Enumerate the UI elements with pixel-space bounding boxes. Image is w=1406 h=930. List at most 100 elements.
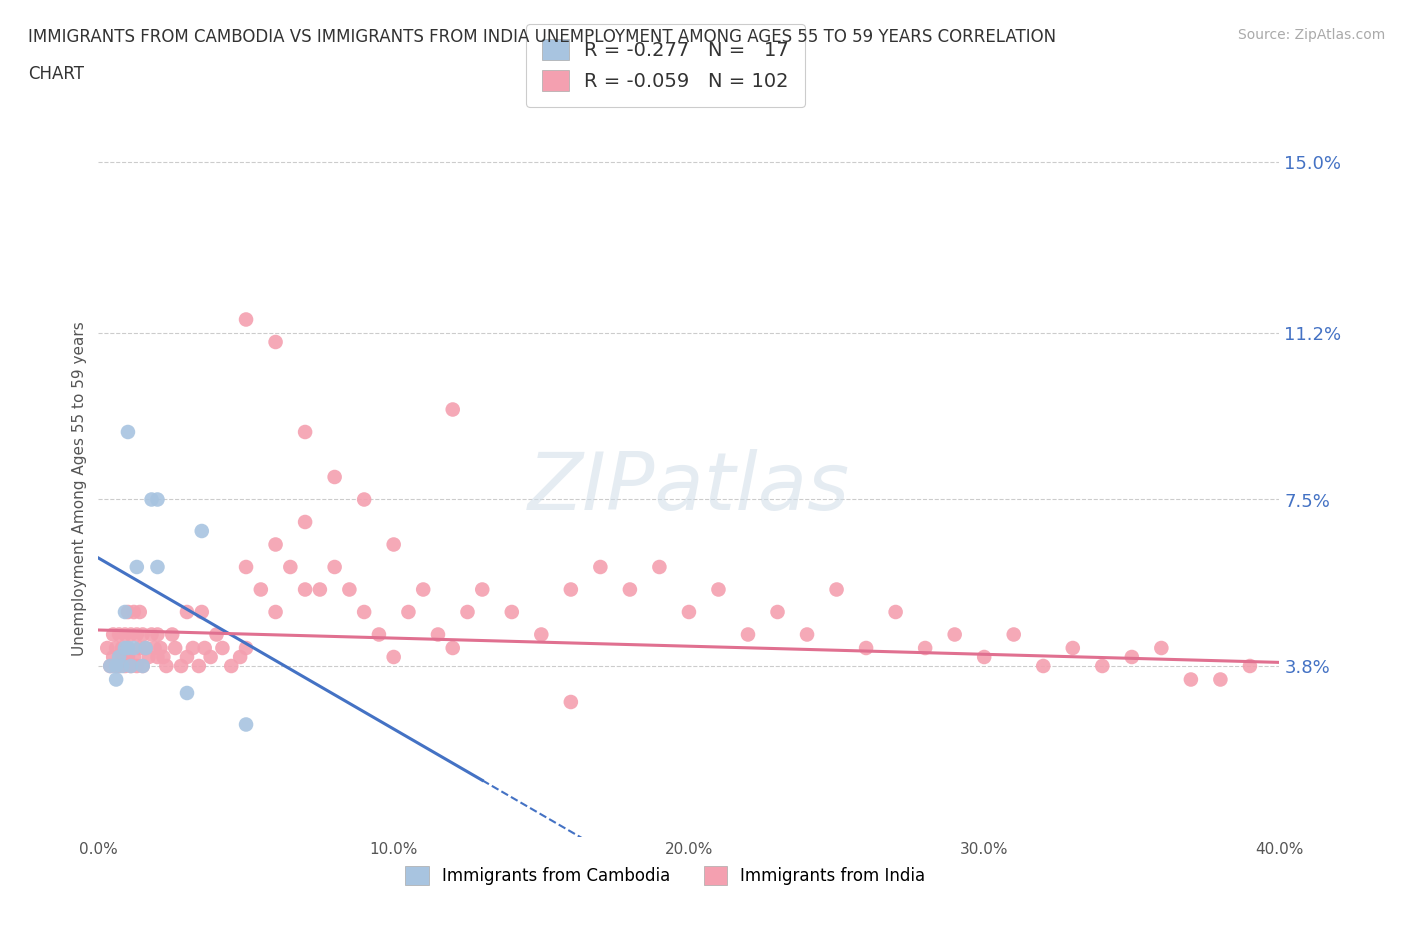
Point <box>149 641 172 656</box>
Point <box>125 560 148 575</box>
Point <box>1091 658 1114 673</box>
Point <box>707 582 730 597</box>
Point <box>135 641 157 656</box>
Point <box>457 604 479 619</box>
Point <box>221 658 243 673</box>
Point <box>138 649 160 664</box>
Point <box>427 627 450 642</box>
Point <box>200 649 222 664</box>
Point <box>132 658 155 673</box>
Point <box>560 695 582 710</box>
Text: ZIPatlas: ZIPatlas <box>527 449 851 527</box>
Point <box>141 492 163 507</box>
Point <box>211 641 233 656</box>
Point <box>176 649 198 664</box>
Point <box>187 658 209 673</box>
Point <box>191 604 214 619</box>
Point <box>155 658 177 673</box>
Point <box>132 658 155 673</box>
Point <box>235 641 257 656</box>
Point <box>108 649 131 664</box>
Text: Source: ZipAtlas.com: Source: ZipAtlas.com <box>1237 28 1385 42</box>
Point <box>117 604 139 619</box>
Point <box>678 604 700 619</box>
Text: CHART: CHART <box>28 65 84 83</box>
Point <box>105 658 128 673</box>
Point <box>1209 672 1232 687</box>
Point <box>170 658 193 673</box>
Point <box>108 658 131 673</box>
Point <box>264 335 287 350</box>
Point <box>353 492 375 507</box>
Point <box>825 582 848 597</box>
Point <box>766 604 789 619</box>
Point <box>229 649 252 664</box>
Legend: Immigrants from Cambodia, Immigrants from India: Immigrants from Cambodia, Immigrants fro… <box>392 853 939 898</box>
Point <box>117 649 139 664</box>
Point <box>117 425 139 440</box>
Point <box>471 582 494 597</box>
Point <box>560 582 582 597</box>
Point <box>1032 658 1054 673</box>
Point <box>194 641 217 656</box>
Point <box>309 582 332 597</box>
Point <box>294 582 316 597</box>
Point <box>98 658 121 673</box>
Point <box>143 641 166 656</box>
Point <box>235 560 257 575</box>
Point <box>191 524 214 538</box>
Y-axis label: Unemployment Among Ages 55 to 59 years: Unemployment Among Ages 55 to 59 years <box>72 321 87 656</box>
Point <box>103 649 125 664</box>
Point <box>943 627 966 642</box>
Point <box>128 641 150 656</box>
Point <box>294 514 316 529</box>
Point <box>176 685 198 700</box>
Point <box>368 627 391 642</box>
Point <box>114 658 136 673</box>
Point <box>105 658 128 673</box>
Point <box>181 641 204 656</box>
Point <box>120 658 142 673</box>
Point <box>98 658 121 673</box>
Point <box>619 582 641 597</box>
Point <box>398 604 420 619</box>
Point <box>128 604 150 619</box>
Point <box>125 658 148 673</box>
Point <box>441 641 464 656</box>
Point <box>339 582 361 597</box>
Point <box>382 649 405 664</box>
Point <box>122 641 145 656</box>
Point <box>146 627 169 642</box>
Point <box>141 627 163 642</box>
Point <box>1002 627 1025 642</box>
Point <box>103 627 125 642</box>
Point <box>1180 672 1202 687</box>
Point <box>264 537 287 551</box>
Point <box>589 560 612 575</box>
Point <box>111 649 134 664</box>
Point <box>796 627 818 642</box>
Point <box>146 649 169 664</box>
Point <box>111 641 134 656</box>
Point <box>132 627 155 642</box>
Point <box>280 560 302 575</box>
Point <box>176 604 198 619</box>
Point <box>120 627 142 642</box>
Point <box>412 582 434 597</box>
Text: IMMIGRANTS FROM CAMBODIA VS IMMIGRANTS FROM INDIA UNEMPLOYMENT AMONG AGES 55 TO : IMMIGRANTS FROM CAMBODIA VS IMMIGRANTS F… <box>28 28 1056 46</box>
Point <box>323 470 346 485</box>
Point <box>855 641 877 656</box>
Point <box>235 312 257 327</box>
Point <box>884 604 907 619</box>
Point <box>264 604 287 619</box>
Point <box>105 672 128 687</box>
Point <box>117 641 139 656</box>
Point <box>294 425 316 440</box>
Point <box>122 604 145 619</box>
Point <box>114 627 136 642</box>
Point <box>125 627 148 642</box>
Point <box>205 627 228 642</box>
Point <box>122 649 145 664</box>
Point <box>323 560 346 575</box>
Point <box>111 658 134 673</box>
